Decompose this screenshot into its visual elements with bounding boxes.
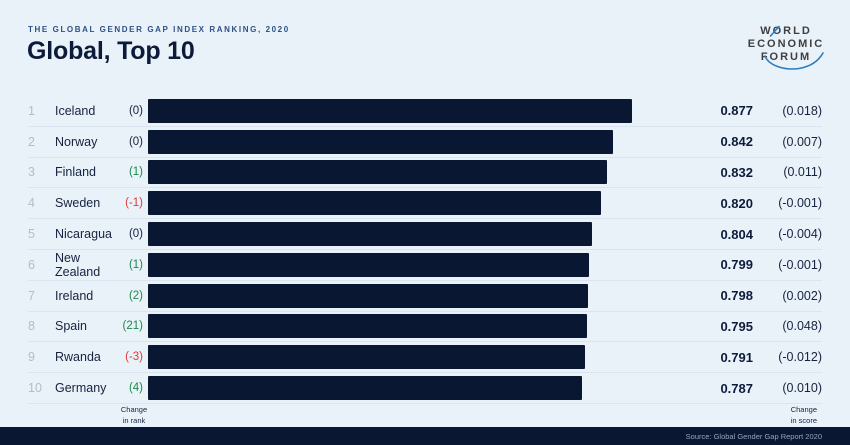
score-change: (0.007) [782,134,822,149]
score-value: 0.798 [720,288,753,304]
table-row: 9 Rwanda (-3) 0.791 (-0.012) [28,342,822,374]
rank-number: 2 [28,134,35,149]
table-row: 10 Germany (4) 0.787 (0.010) [28,373,822,404]
score-change: (0.002) [782,288,822,303]
bar-track [148,160,674,185]
footer-bar: Source: Global Gender Gap Report 2020 [0,427,850,445]
rank-change: (4) [128,382,143,395]
table-row: 6 New Zealand (1) 0.799 (-0.001) [28,250,822,281]
rank-number: 8 [28,319,35,334]
rank-number: 6 [28,257,35,272]
country-name: New Zealand [55,250,101,279]
source-note: Source: Global Gender Gap Report 2020 [685,431,822,441]
bar-track [148,191,674,216]
score-bar [148,98,632,123]
bar-track [148,345,674,370]
ranking-table: 1 Iceland (0) 0.877 (0.018) 2 Norway (0)… [28,96,822,404]
bar-track [148,314,674,339]
rank-number: 4 [28,196,35,211]
rank-number: 3 [28,165,35,180]
score-change: (-0.012) [778,350,822,365]
score-value: 0.877 [720,103,753,119]
bar-track [148,376,674,401]
score-change: (-0.001) [778,257,822,272]
rank-change: (-3) [125,351,143,364]
score-change: (0.010) [782,381,822,396]
country-name: Rwanda [55,350,101,365]
wef-logo-line-2: ECONOMIC [747,38,825,50]
rank-change: (0) [128,228,143,241]
page-title: Global, Top 10 [27,37,195,65]
country-name: Nicaragua [55,227,112,242]
score-change: (0.018) [782,103,822,118]
score-value: 0.791 [720,349,753,365]
country-name: Germany [55,381,107,396]
wef-logo-arc-icon [764,25,824,70]
score-bar [148,191,601,216]
score-bar [148,314,587,339]
table-row: 4 Sweden (-1) 0.820 (-0.001) [28,188,822,220]
table-row: 8 Spain (21) 0.795 (0.048) [28,312,822,343]
country-name: Norway [55,134,98,149]
score-value: 0.832 [720,164,753,180]
country-name: Ireland [55,288,94,303]
score-value: 0.795 [720,318,753,334]
axis-labels: Change in rank Change in score [28,405,822,425]
bar-track [148,283,674,308]
rank-number: 1 [28,103,35,118]
table-row: 3 Finland (1) 0.832 (0.011) [28,158,822,189]
chart-subtitle: THE GLOBAL GENDER GAP INDEX RANKING, 202… [28,25,290,34]
score-bar [148,283,588,308]
rank-number: 10 [28,381,42,396]
wef-logo-line-3: FORUM [760,51,812,63]
score-bar [148,345,585,370]
rank-change: (21) [122,320,143,333]
wef-logo: WORLD ECONOMIC FORUM [742,25,830,73]
change-in-score-label: Change in score [790,405,817,425]
score-bar [148,376,582,401]
score-value: 0.842 [720,134,753,150]
score-change: (0.011) [783,165,822,180]
table-row: 5 Nicaragua (0) 0.804 (-0.004) [28,219,822,250]
score-bar [148,222,592,247]
country-name: Sweden [55,196,101,211]
rank-change: (-1) [125,197,143,210]
rank-number: 7 [28,288,35,303]
score-change: (-0.001) [778,196,822,211]
score-value: 0.820 [720,195,753,211]
rank-number: 9 [28,350,35,365]
bar-track [148,222,674,247]
rank-change: (0) [128,135,143,148]
bar-track [148,129,674,154]
rank-number: 5 [28,227,35,242]
country-name: Iceland [55,103,96,118]
table-row: 1 Iceland (0) 0.877 (0.018) [28,96,822,127]
country-name: Spain [55,319,87,334]
table-row: 2 Norway (0) 0.842 (0.007) [28,127,822,158]
rank-change: (1) [128,258,143,271]
country-name: Finland [55,165,96,180]
score-bar [148,252,589,277]
score-value: 0.799 [720,257,753,273]
score-change: (0.048) [782,319,822,334]
score-bar [148,160,607,185]
bar-track [148,98,674,123]
rank-change: (1) [128,166,143,179]
bar-track [148,252,674,277]
score-value: 0.804 [720,226,753,242]
score-bar [148,129,613,154]
score-value: 0.787 [720,380,753,396]
score-change: (-0.004) [778,227,822,242]
change-in-rank-label: Change in rank [120,405,148,425]
rank-change: (2) [128,289,143,302]
table-row: 7 Ireland (2) 0.798 (0.002) [28,281,822,312]
rank-change: (0) [128,104,143,117]
